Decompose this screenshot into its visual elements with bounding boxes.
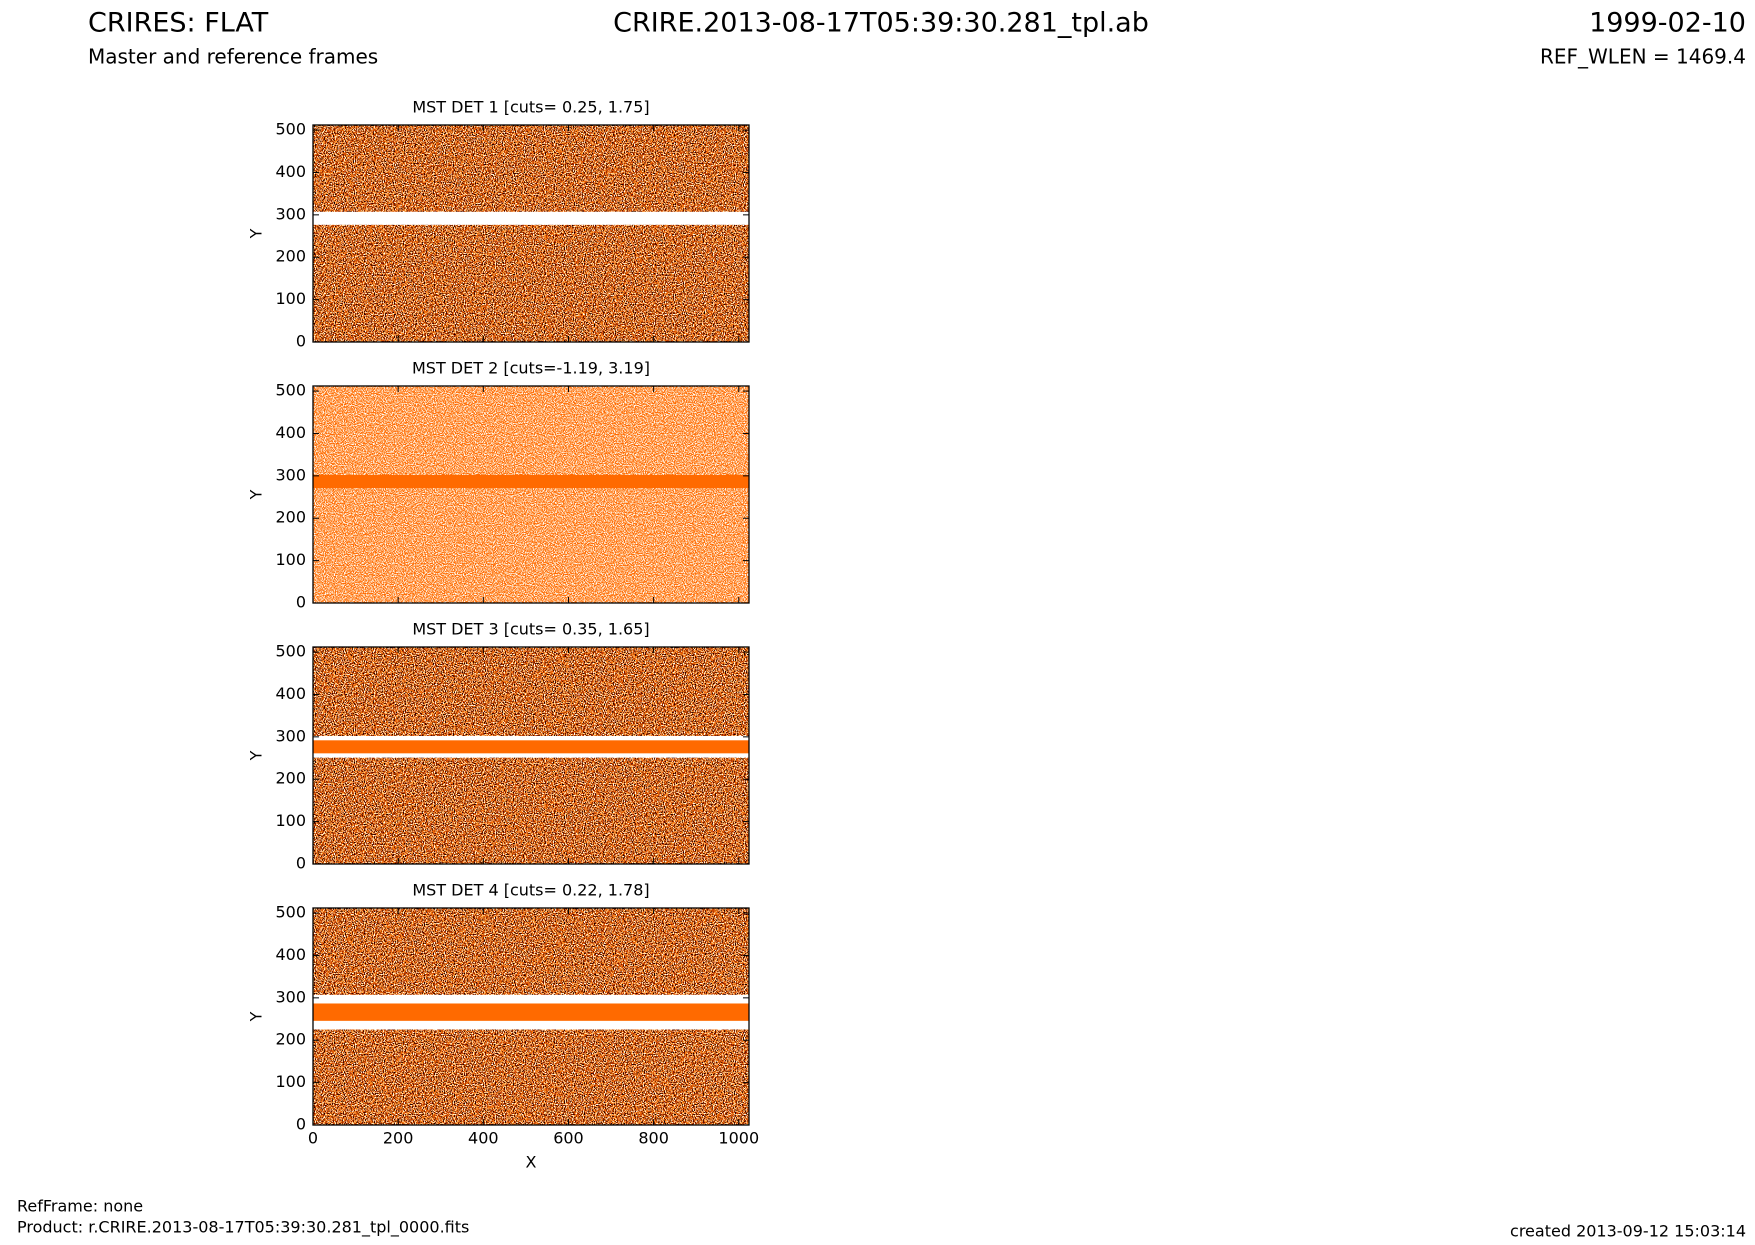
plot-frame [312, 385, 750, 604]
y-tick-label: 500 [275, 642, 306, 661]
x-tick-label: 600 [553, 1129, 584, 1148]
y-axis-label: Y [247, 1011, 266, 1022]
created: created 2013-09-12 15:03:14 [1510, 1222, 1746, 1241]
image-stripe [313, 474, 749, 488]
panel-title: MST DET 1 [cuts= 0.25, 1.75] [412, 98, 649, 117]
y-tick-label: 300 [275, 987, 306, 1006]
y-tick-label: 500 [275, 381, 306, 400]
image-stripe [313, 1003, 749, 1021]
panel-title: MST DET 2 [cuts=-1.19, 3.19] [412, 359, 650, 378]
y-tick-label: 400 [275, 945, 306, 964]
x-tick-label: 800 [638, 1129, 669, 1148]
y-tick-label: 100 [275, 550, 306, 569]
y-axis-label: Y [247, 750, 266, 761]
image-stripe [313, 740, 749, 754]
y-axis-label: Y [247, 489, 266, 500]
y-tick-label: 400 [275, 684, 306, 703]
header-file: CRIRE.2013-08-17T05:39:30.281_tpl.ab [613, 8, 1149, 39]
y-tick-label: 300 [275, 726, 306, 745]
panel-title: MST DET 3 [cuts= 0.35, 1.65] [412, 620, 649, 639]
header-title: CRIRES: FLAT [88, 8, 269, 39]
x-tick-label: 400 [468, 1129, 499, 1148]
ref-wlen: REF_WLEN = 1469.4 [1540, 45, 1746, 69]
x-tick-label: 200 [383, 1129, 414, 1148]
y-tick-label: 100 [275, 289, 306, 308]
y-tick-label: 200 [275, 508, 306, 527]
y-tick-label: 100 [275, 1072, 306, 1091]
image-stripe [313, 211, 749, 225]
x-tick-label: 0 [308, 1129, 318, 1148]
x-tick-label: 1000 [718, 1129, 759, 1148]
y-tick-label: 300 [275, 204, 306, 223]
product: Product: r.CRIRE.2013-08-17T05:39:30.281… [17, 1218, 469, 1238]
detector-image [313, 386, 749, 603]
y-tick-label: 0 [296, 854, 306, 873]
detector-image [313, 125, 749, 342]
plot-frame [312, 124, 750, 343]
y-tick-label: 200 [275, 769, 306, 788]
x-axis-label: X [526, 1153, 537, 1172]
y-axis-label: Y [247, 228, 266, 239]
header-subtitle: Master and reference frames [88, 45, 378, 69]
plot-frame [312, 907, 750, 1126]
y-tick-label: 100 [275, 811, 306, 830]
y-tick-label: 200 [275, 1030, 306, 1049]
y-tick-label: 500 [275, 120, 306, 139]
y-tick-label: 400 [275, 162, 306, 181]
y-tick-label: 0 [296, 332, 306, 351]
y-tick-label: 0 [296, 1115, 306, 1134]
ref-frame: RefFrame: none [17, 1197, 143, 1216]
y-tick-label: 200 [275, 247, 306, 266]
y-tick-label: 0 [296, 593, 306, 612]
y-tick-label: 400 [275, 423, 306, 442]
y-tick-label: 300 [275, 465, 306, 484]
header-date: 1999-02-10 [1589, 8, 1746, 39]
panel-title: MST DET 4 [cuts= 0.22, 1.78] [412, 881, 649, 900]
plot-frame [312, 646, 750, 865]
y-tick-label: 500 [275, 903, 306, 922]
